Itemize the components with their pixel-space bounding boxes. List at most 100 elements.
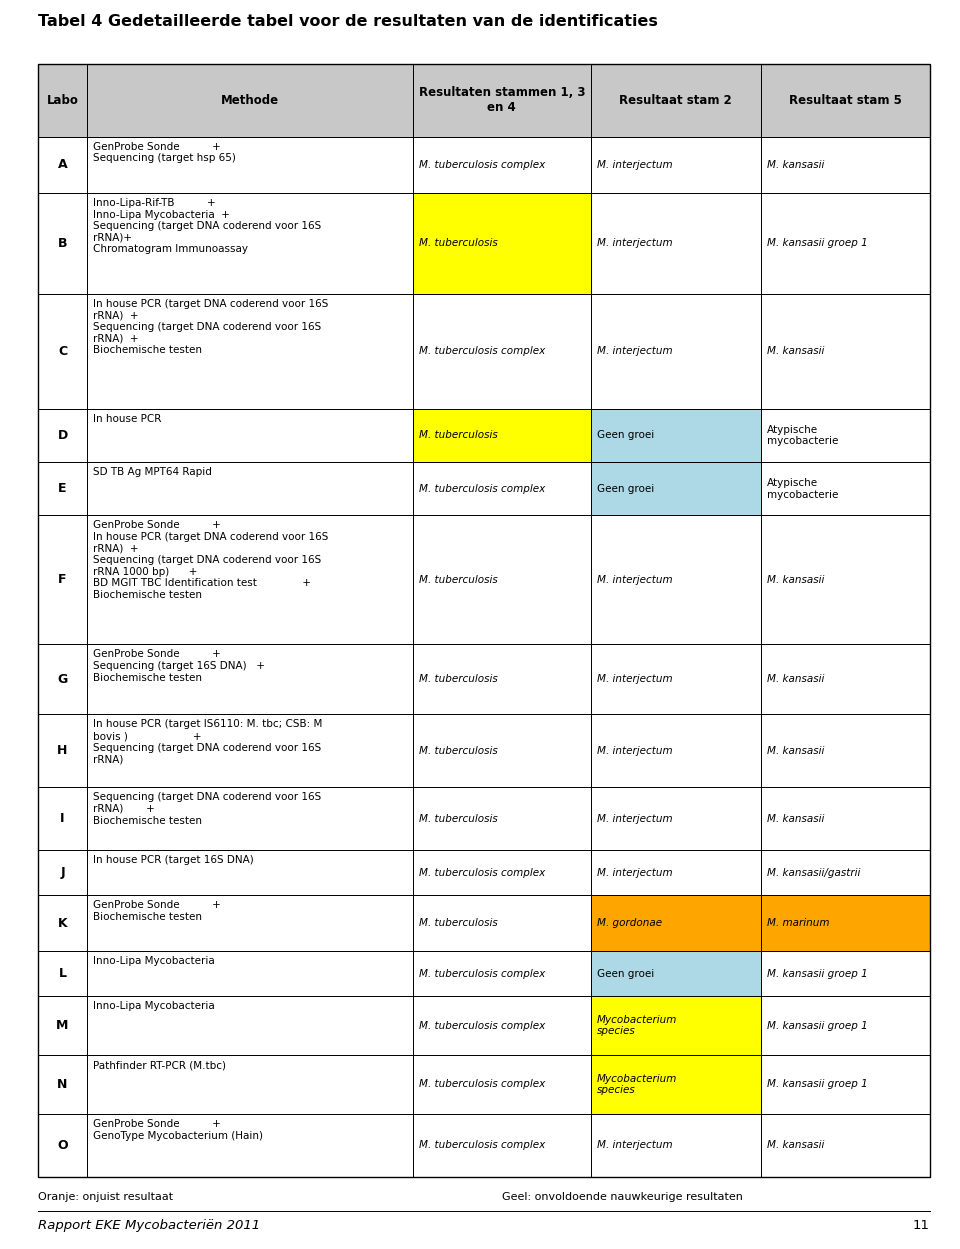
Bar — [38, 851, 87, 896]
Bar — [413, 1114, 591, 1177]
Bar — [413, 851, 591, 896]
Text: In house PCR (target 16S DNA): In house PCR (target 16S DNA) — [93, 856, 253, 866]
Bar — [760, 952, 930, 997]
Bar — [591, 516, 760, 644]
Text: M. gordonae: M. gordonae — [597, 918, 662, 928]
Text: In house PCR (target DNA coderend voor 16S
rRNA)  +
Sequencing (target DNA coder: In house PCR (target DNA coderend voor 1… — [93, 299, 328, 355]
Text: E: E — [59, 482, 67, 496]
Text: M. kansasii: M. kansasii — [766, 746, 824, 756]
Bar — [38, 714, 87, 787]
Text: M. tuberculosis: M. tuberculosis — [419, 918, 497, 928]
Text: M. kansasii: M. kansasii — [766, 674, 824, 684]
Text: M. kansasii: M. kansasii — [766, 160, 824, 170]
Text: D: D — [58, 428, 67, 442]
Text: M. tuberculosis complex: M. tuberculosis complex — [419, 1140, 545, 1150]
Text: M. tuberculosis complex: M. tuberculosis complex — [419, 868, 545, 878]
Bar — [38, 1055, 87, 1114]
Text: M. interjectum: M. interjectum — [597, 868, 673, 878]
Bar — [87, 1114, 413, 1177]
Bar — [413, 294, 591, 408]
Bar — [87, 787, 413, 851]
Bar — [87, 997, 413, 1055]
Text: M. tuberculosis complex: M. tuberculosis complex — [419, 1020, 545, 1030]
Bar — [591, 952, 760, 997]
Text: M. tuberculosis: M. tuberculosis — [419, 575, 497, 585]
Text: O: O — [58, 1139, 68, 1152]
Text: Inno-Lipa Mycobacteria: Inno-Lipa Mycobacteria — [93, 957, 215, 967]
Text: M. interjectum: M. interjectum — [597, 160, 673, 170]
Bar — [413, 896, 591, 952]
Text: N: N — [58, 1078, 68, 1090]
Text: Methode: Methode — [221, 94, 279, 107]
Text: M. interjectum: M. interjectum — [597, 346, 673, 356]
Text: M. kansasii groep 1: M. kansasii groep 1 — [766, 1079, 867, 1089]
Bar — [760, 462, 930, 516]
Text: M. interjectum: M. interjectum — [597, 1140, 673, 1150]
Text: M. kansasii groep 1: M. kansasii groep 1 — [766, 239, 867, 249]
Text: M. interjectum: M. interjectum — [597, 746, 673, 756]
Text: Atypische
mycobacterie: Atypische mycobacterie — [766, 478, 838, 500]
Bar — [38, 137, 87, 192]
Text: M. interjectum: M. interjectum — [597, 239, 673, 249]
Text: M. tuberculosis complex: M. tuberculosis complex — [419, 1079, 545, 1089]
Bar — [413, 462, 591, 516]
Bar — [591, 294, 760, 408]
Text: Resultaten stammen 1, 3
en 4: Resultaten stammen 1, 3 en 4 — [419, 86, 585, 115]
Bar — [87, 137, 413, 192]
Text: M. kansasii/gastrii: M. kansasii/gastrii — [766, 868, 860, 878]
Text: M. tuberculosis: M. tuberculosis — [419, 431, 497, 441]
Bar — [591, 896, 760, 952]
Bar — [413, 952, 591, 997]
Text: M. tuberculosis: M. tuberculosis — [419, 814, 497, 824]
Bar — [760, 516, 930, 644]
Bar — [413, 64, 591, 137]
Bar — [760, 294, 930, 408]
Text: Inno-Lipa-Rif-TB          +
Inno-Lipa Mycobacteria  +
Sequencing (target DNA cod: Inno-Lipa-Rif-TB + Inno-Lipa Mycobacteri… — [93, 197, 322, 255]
Bar — [87, 192, 413, 294]
Bar — [87, 1055, 413, 1114]
Bar — [760, 1114, 930, 1177]
Bar — [760, 137, 930, 192]
Bar — [591, 408, 760, 462]
Text: Sequencing (target DNA coderend voor 16S
rRNA)       +
Biochemische testen: Sequencing (target DNA coderend voor 16S… — [93, 792, 322, 826]
Text: M. kansasii: M. kansasii — [766, 346, 824, 356]
Text: Geen groei: Geen groei — [597, 431, 655, 441]
Text: G: G — [58, 673, 67, 686]
Text: GenProbe Sonde          +
GenoType Mycobacterium (Hain): GenProbe Sonde + GenoType Mycobacterium … — [93, 1119, 263, 1140]
Text: B: B — [58, 237, 67, 250]
Text: M. kansasii groep 1: M. kansasii groep 1 — [766, 1020, 867, 1030]
Text: H: H — [58, 744, 68, 757]
Text: M. tuberculosis complex: M. tuberculosis complex — [419, 969, 545, 979]
Bar — [38, 896, 87, 952]
Bar — [38, 294, 87, 408]
Bar — [591, 714, 760, 787]
Bar — [760, 1055, 930, 1114]
Text: M. interjectum: M. interjectum — [597, 814, 673, 824]
Text: 11: 11 — [913, 1219, 930, 1232]
Text: M. kansasii: M. kansasii — [766, 1140, 824, 1150]
Text: F: F — [59, 573, 67, 586]
Bar — [87, 644, 413, 714]
Text: Resultaat stam 2: Resultaat stam 2 — [619, 94, 732, 107]
Text: Inno-Lipa Mycobacteria: Inno-Lipa Mycobacteria — [93, 1002, 215, 1012]
Text: Mycobacterium
species: Mycobacterium species — [597, 1074, 678, 1095]
Bar — [591, 64, 760, 137]
Bar — [760, 408, 930, 462]
Bar — [87, 462, 413, 516]
Text: M. tuberculosis: M. tuberculosis — [419, 239, 497, 249]
Bar — [413, 408, 591, 462]
Text: Tabel 4 Gedetailleerde tabel voor de resultaten van de identificaties: Tabel 4 Gedetailleerde tabel voor de res… — [38, 14, 658, 29]
Text: K: K — [58, 917, 67, 929]
Bar — [760, 896, 930, 952]
Bar — [87, 714, 413, 787]
Text: M. interjectum: M. interjectum — [597, 674, 673, 684]
Bar — [760, 714, 930, 787]
Text: In house PCR (target IS6110: M. tbc; CSB: M
bovis )                    +
Sequenc: In house PCR (target IS6110: M. tbc; CSB… — [93, 719, 323, 764]
Bar — [413, 516, 591, 644]
Bar — [591, 462, 760, 516]
Bar — [38, 462, 87, 516]
Text: Mycobacterium
species: Mycobacterium species — [597, 1014, 678, 1037]
Bar — [38, 516, 87, 644]
Bar — [413, 1055, 591, 1114]
Bar — [760, 851, 930, 896]
